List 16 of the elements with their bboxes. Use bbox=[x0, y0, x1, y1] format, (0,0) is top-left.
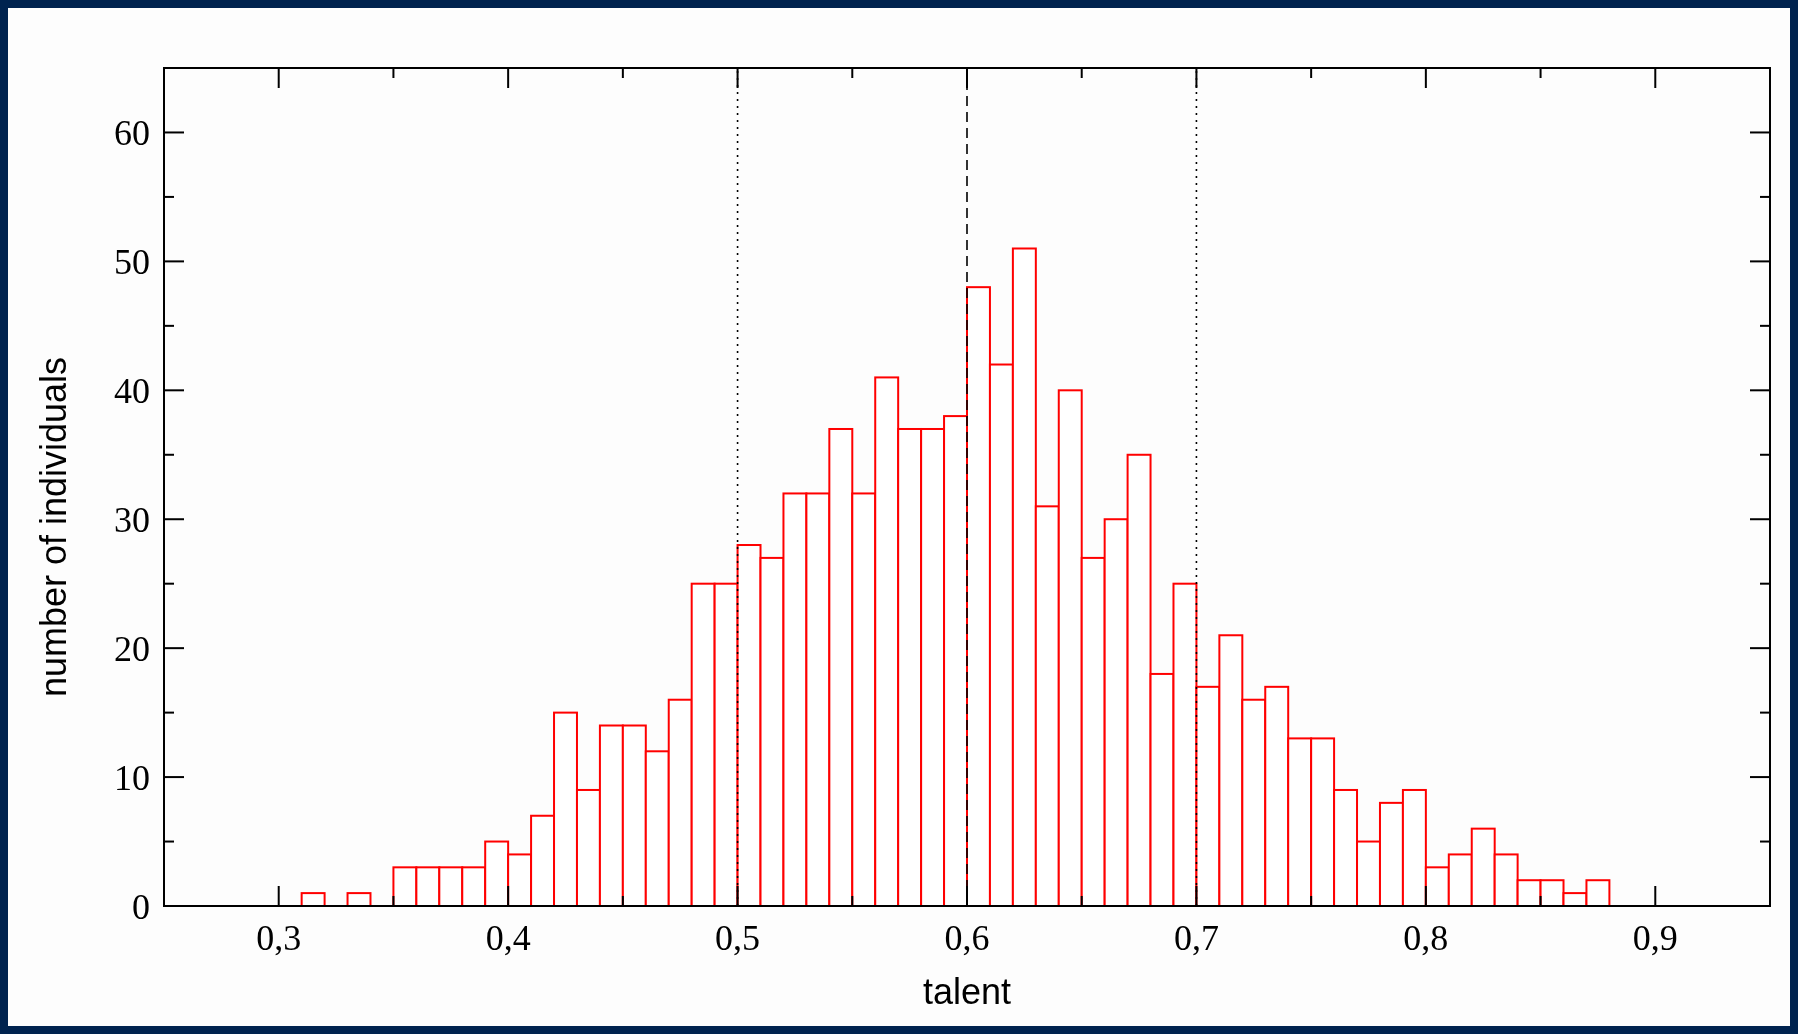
x-axis-title: talent bbox=[922, 971, 1012, 1012]
x-tick-label: 0,3 bbox=[256, 918, 302, 958]
x-tick-label: 0,4 bbox=[485, 918, 531, 958]
x-tick-label: 0,8 bbox=[1403, 918, 1449, 958]
y-tick-label: 30 bbox=[114, 499, 150, 540]
y-tick-label: 50 bbox=[114, 241, 150, 282]
x-tick-label: 0,9 bbox=[1632, 918, 1678, 958]
y-tick-label: 0 bbox=[132, 886, 150, 927]
y-tick-label: 10 bbox=[114, 757, 150, 798]
y-tick-label: 20 bbox=[114, 628, 150, 669]
x-tick-label: 0,5 bbox=[715, 918, 761, 958]
y-tick-label: 40 bbox=[114, 370, 150, 411]
x-tick-label: 0,7 bbox=[1173, 918, 1219, 958]
x-tick-label: 0,6 bbox=[944, 918, 990, 958]
y-axis-title: number of individuals bbox=[33, 356, 74, 698]
y-tick-label: 60 bbox=[114, 113, 150, 154]
